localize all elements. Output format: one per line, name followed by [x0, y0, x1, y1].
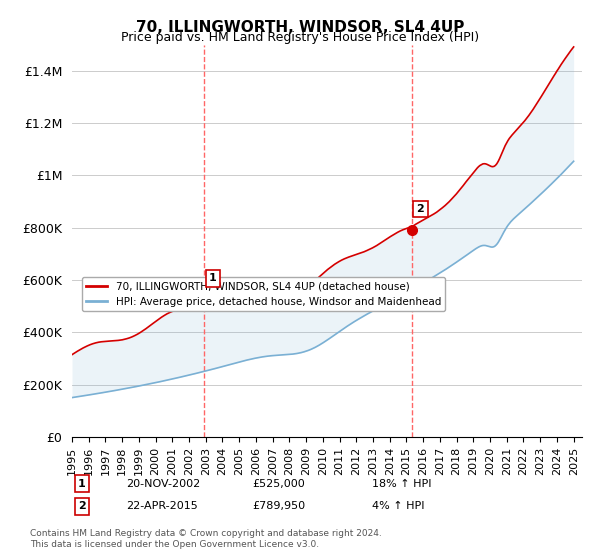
Text: 18% ↑ HPI: 18% ↑ HPI	[372, 479, 431, 489]
Text: Price paid vs. HM Land Registry's House Price Index (HPI): Price paid vs. HM Land Registry's House …	[121, 31, 479, 44]
Text: 20-NOV-2002: 20-NOV-2002	[126, 479, 200, 489]
Legend: 70, ILLINGWORTH, WINDSOR, SL4 4UP (detached house), HPI: Average price, detached: 70, ILLINGWORTH, WINDSOR, SL4 4UP (detac…	[82, 277, 445, 311]
Text: 70, ILLINGWORTH, WINDSOR, SL4 4UP: 70, ILLINGWORTH, WINDSOR, SL4 4UP	[136, 20, 464, 35]
Text: 2: 2	[416, 204, 424, 214]
Text: 2: 2	[78, 501, 86, 511]
Text: 1: 1	[78, 479, 86, 489]
Text: Contains HM Land Registry data © Crown copyright and database right 2024.
This d: Contains HM Land Registry data © Crown c…	[30, 529, 382, 549]
Text: 22-APR-2015: 22-APR-2015	[126, 501, 198, 511]
Text: £525,000: £525,000	[252, 479, 305, 489]
Text: 4% ↑ HPI: 4% ↑ HPI	[372, 501, 425, 511]
Text: £789,950: £789,950	[252, 501, 305, 511]
Text: 1: 1	[209, 273, 217, 283]
